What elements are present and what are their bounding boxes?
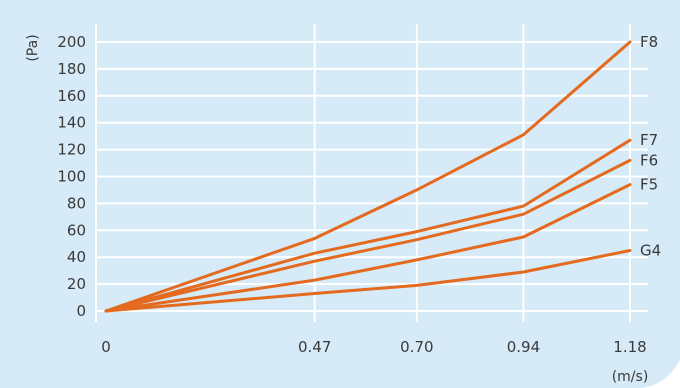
- series-label-g4: G4: [640, 241, 661, 259]
- x-axis-unit-label: (m/s): [612, 369, 649, 385]
- series-label-f8: F8: [640, 33, 658, 51]
- y-tick-label: 200: [57, 33, 86, 51]
- y-tick-label: 140: [57, 114, 86, 132]
- y-tick-label: 0: [76, 302, 86, 320]
- y-tick-label: 100: [57, 168, 86, 186]
- series-label-f6: F6: [640, 151, 658, 169]
- series-labels: F8 F7 F6 F5 G4: [640, 33, 661, 259]
- x-tick-label: 0.70: [400, 338, 433, 356]
- y-tick-label: 160: [57, 87, 86, 105]
- series-line-g4: [104, 249, 632, 313]
- y-axis-unit-label: (Pa): [25, 34, 41, 61]
- series-label-f7: F7: [640, 131, 658, 149]
- series-line-f5: [104, 183, 632, 313]
- series-line-f6: [104, 158, 632, 313]
- y-tick-label: 40: [67, 248, 86, 266]
- y-tick-label: 60: [67, 221, 86, 239]
- x-tick-label: 1.18: [613, 338, 646, 356]
- y-tick-label: 20: [67, 275, 86, 293]
- y-tick-label: 80: [67, 194, 86, 212]
- series-lines: [104, 40, 632, 313]
- y-axis-ticks: 0 20 40 60 80 100 120 140 160 180 200: [57, 33, 86, 320]
- series-label-f5: F5: [640, 176, 658, 194]
- series-line-f8: [104, 40, 632, 313]
- x-tick-label: 0: [101, 338, 111, 356]
- x-axis-ticks: 0 0.47 0.70 0.94 1.18: [101, 338, 646, 356]
- x-tick-label: 0.94: [507, 338, 540, 356]
- y-tick-label: 180: [57, 60, 86, 78]
- x-tick-label: 0.47: [298, 338, 331, 356]
- series-line-f7: [104, 138, 632, 313]
- y-tick-label: 120: [57, 141, 86, 159]
